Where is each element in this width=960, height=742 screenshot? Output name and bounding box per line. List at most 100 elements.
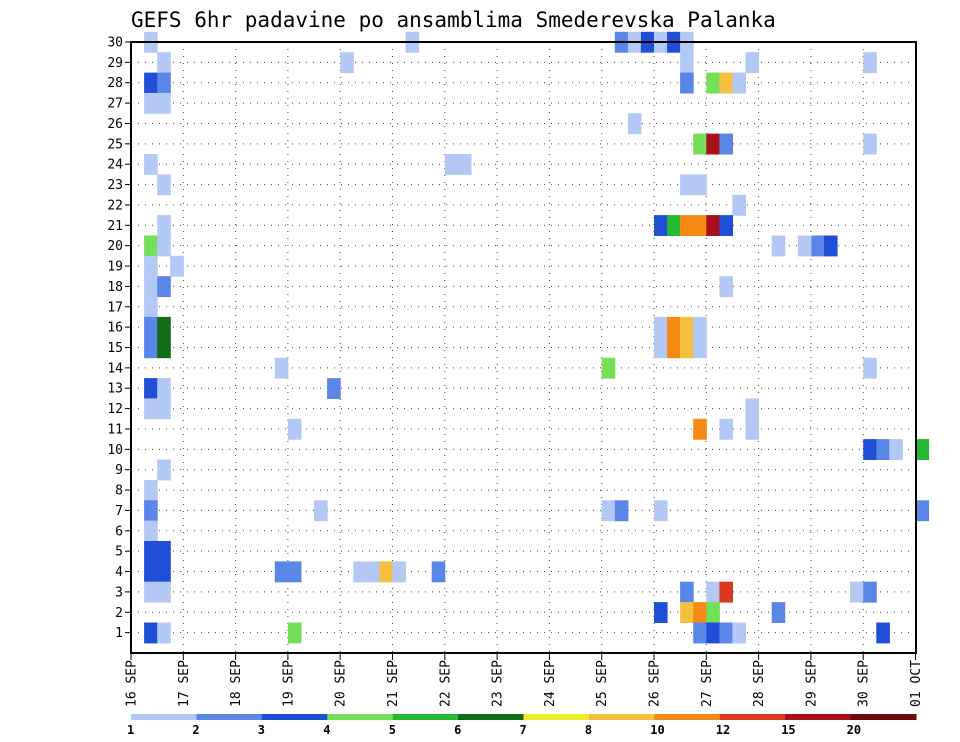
precip-cell: [706, 581, 720, 603]
precip-cell: [693, 602, 707, 623]
precip-cell: [601, 357, 616, 379]
precip-cell: [144, 541, 158, 562]
y-tick-label: 17: [107, 300, 123, 315]
precip-cells: [144, 31, 930, 644]
precip-cell: [876, 622, 890, 644]
precip-cell: [876, 439, 890, 460]
precip-cell: [157, 581, 171, 603]
x-tick-label: 01 OCT: [909, 660, 924, 707]
precip-cell: [392, 561, 407, 583]
precip-cell: [144, 500, 158, 522]
precip-cell: [667, 215, 681, 236]
precip-cell: [601, 500, 616, 522]
precip-cell: [745, 52, 760, 74]
precip-cell: [680, 215, 694, 236]
y-tick-label: 11: [107, 422, 123, 437]
precip-cell: [706, 133, 720, 155]
precip-cell: [719, 276, 733, 298]
y-tick-label: 19: [107, 260, 123, 275]
precip-cell: [157, 622, 171, 644]
y-tick-label: 12: [107, 402, 123, 417]
colorbar-segment: [261, 714, 328, 720]
precip-cell: [693, 316, 707, 338]
precip-cell: [144, 398, 158, 420]
precip-cell: [157, 72, 171, 94]
x-tick-label: 19 SEP: [281, 660, 296, 707]
precip-cell: [654, 500, 668, 522]
colorbar-segment: [392, 714, 459, 720]
colorbar-segment: [327, 714, 394, 720]
precip-cell: [693, 133, 707, 155]
precip-cell: [719, 581, 733, 603]
colorbar-segment: [131, 714, 197, 720]
y-tick-label: 24: [107, 158, 123, 173]
y-tick-label: 21: [107, 219, 123, 234]
precip-cell: [771, 602, 786, 623]
precip-cell: [863, 52, 877, 74]
precip-cell: [706, 215, 720, 236]
precip-cell: [680, 337, 694, 359]
colorbar-label: 7: [520, 723, 527, 737]
colorbar-segment: [458, 714, 524, 720]
precip-cell: [706, 72, 720, 94]
precip-cell: [810, 235, 825, 257]
colorbar-label: 4: [323, 723, 330, 737]
y-tick-label: 4: [115, 565, 123, 580]
precip-cell: [379, 561, 393, 583]
y-tick-label: 27: [107, 97, 123, 112]
precip-cell: [863, 581, 877, 603]
colorbar-segment: [588, 714, 655, 720]
precip-cell: [745, 398, 760, 420]
precip-cell: [614, 500, 629, 522]
precip-cell: [287, 622, 302, 644]
y-tick-label: 30: [107, 36, 123, 51]
precip-cell: [654, 602, 668, 623]
y-tick-label: 5: [115, 545, 123, 560]
x-tick-label: 26 SEP: [648, 660, 663, 707]
colorbar-segment: [850, 714, 917, 720]
y-tick-label: 9: [115, 463, 123, 478]
y-tick-label: 26: [107, 117, 123, 132]
precip-cell: [157, 541, 171, 562]
x-tick-label: 23 SEP: [491, 660, 506, 707]
colorbar-label: 6: [454, 723, 461, 737]
x-tick-label: 28 SEP: [752, 660, 767, 707]
precip-cell: [144, 520, 158, 542]
precip-cell: [824, 235, 838, 257]
precip-cell: [667, 316, 681, 338]
precip-cell: [706, 622, 720, 644]
precip-cell: [915, 500, 930, 522]
precip-cell: [719, 622, 733, 644]
x-tick-label: 17 SEP: [177, 660, 192, 707]
precip-cell: [732, 72, 746, 94]
precip-cell: [144, 581, 158, 603]
precip-cell: [340, 52, 354, 74]
precip-cell: [274, 561, 289, 583]
colorbar-label: 20: [847, 723, 861, 737]
precip-cell: [719, 215, 733, 236]
precip-cell: [431, 561, 446, 583]
precip-cell: [144, 479, 158, 501]
colorbar-label: 12: [716, 723, 730, 737]
y-tick-label: 7: [115, 504, 123, 519]
y-tick-label: 1: [115, 626, 123, 641]
x-tick-label: 20 SEP: [334, 660, 349, 707]
y-tick-label: 28: [107, 76, 123, 91]
precip-cell: [157, 174, 171, 196]
x-tick-label: 29 SEP: [804, 660, 819, 707]
precip-cell: [680, 602, 694, 623]
y-tick-label: 22: [107, 198, 123, 213]
x-tick-label: 27 SEP: [700, 660, 715, 707]
precip-cell: [680, 316, 694, 338]
precip-cell: [457, 154, 472, 175]
precip-cell: [732, 622, 746, 644]
precip-cell: [157, 378, 171, 399]
grid-lines: [131, 41, 916, 653]
colorbar-label: 15: [781, 723, 795, 737]
colorbar-label: 2: [192, 723, 199, 737]
precip-cell: [327, 378, 341, 399]
x-tick-label: 16 SEP: [125, 660, 140, 707]
precip-cell: [771, 235, 786, 257]
x-axis-ticks: 16 SEP 17 SEP 18 SEP 19 SEP 20 SEP 21 SEP 22 S…: [125, 653, 924, 707]
